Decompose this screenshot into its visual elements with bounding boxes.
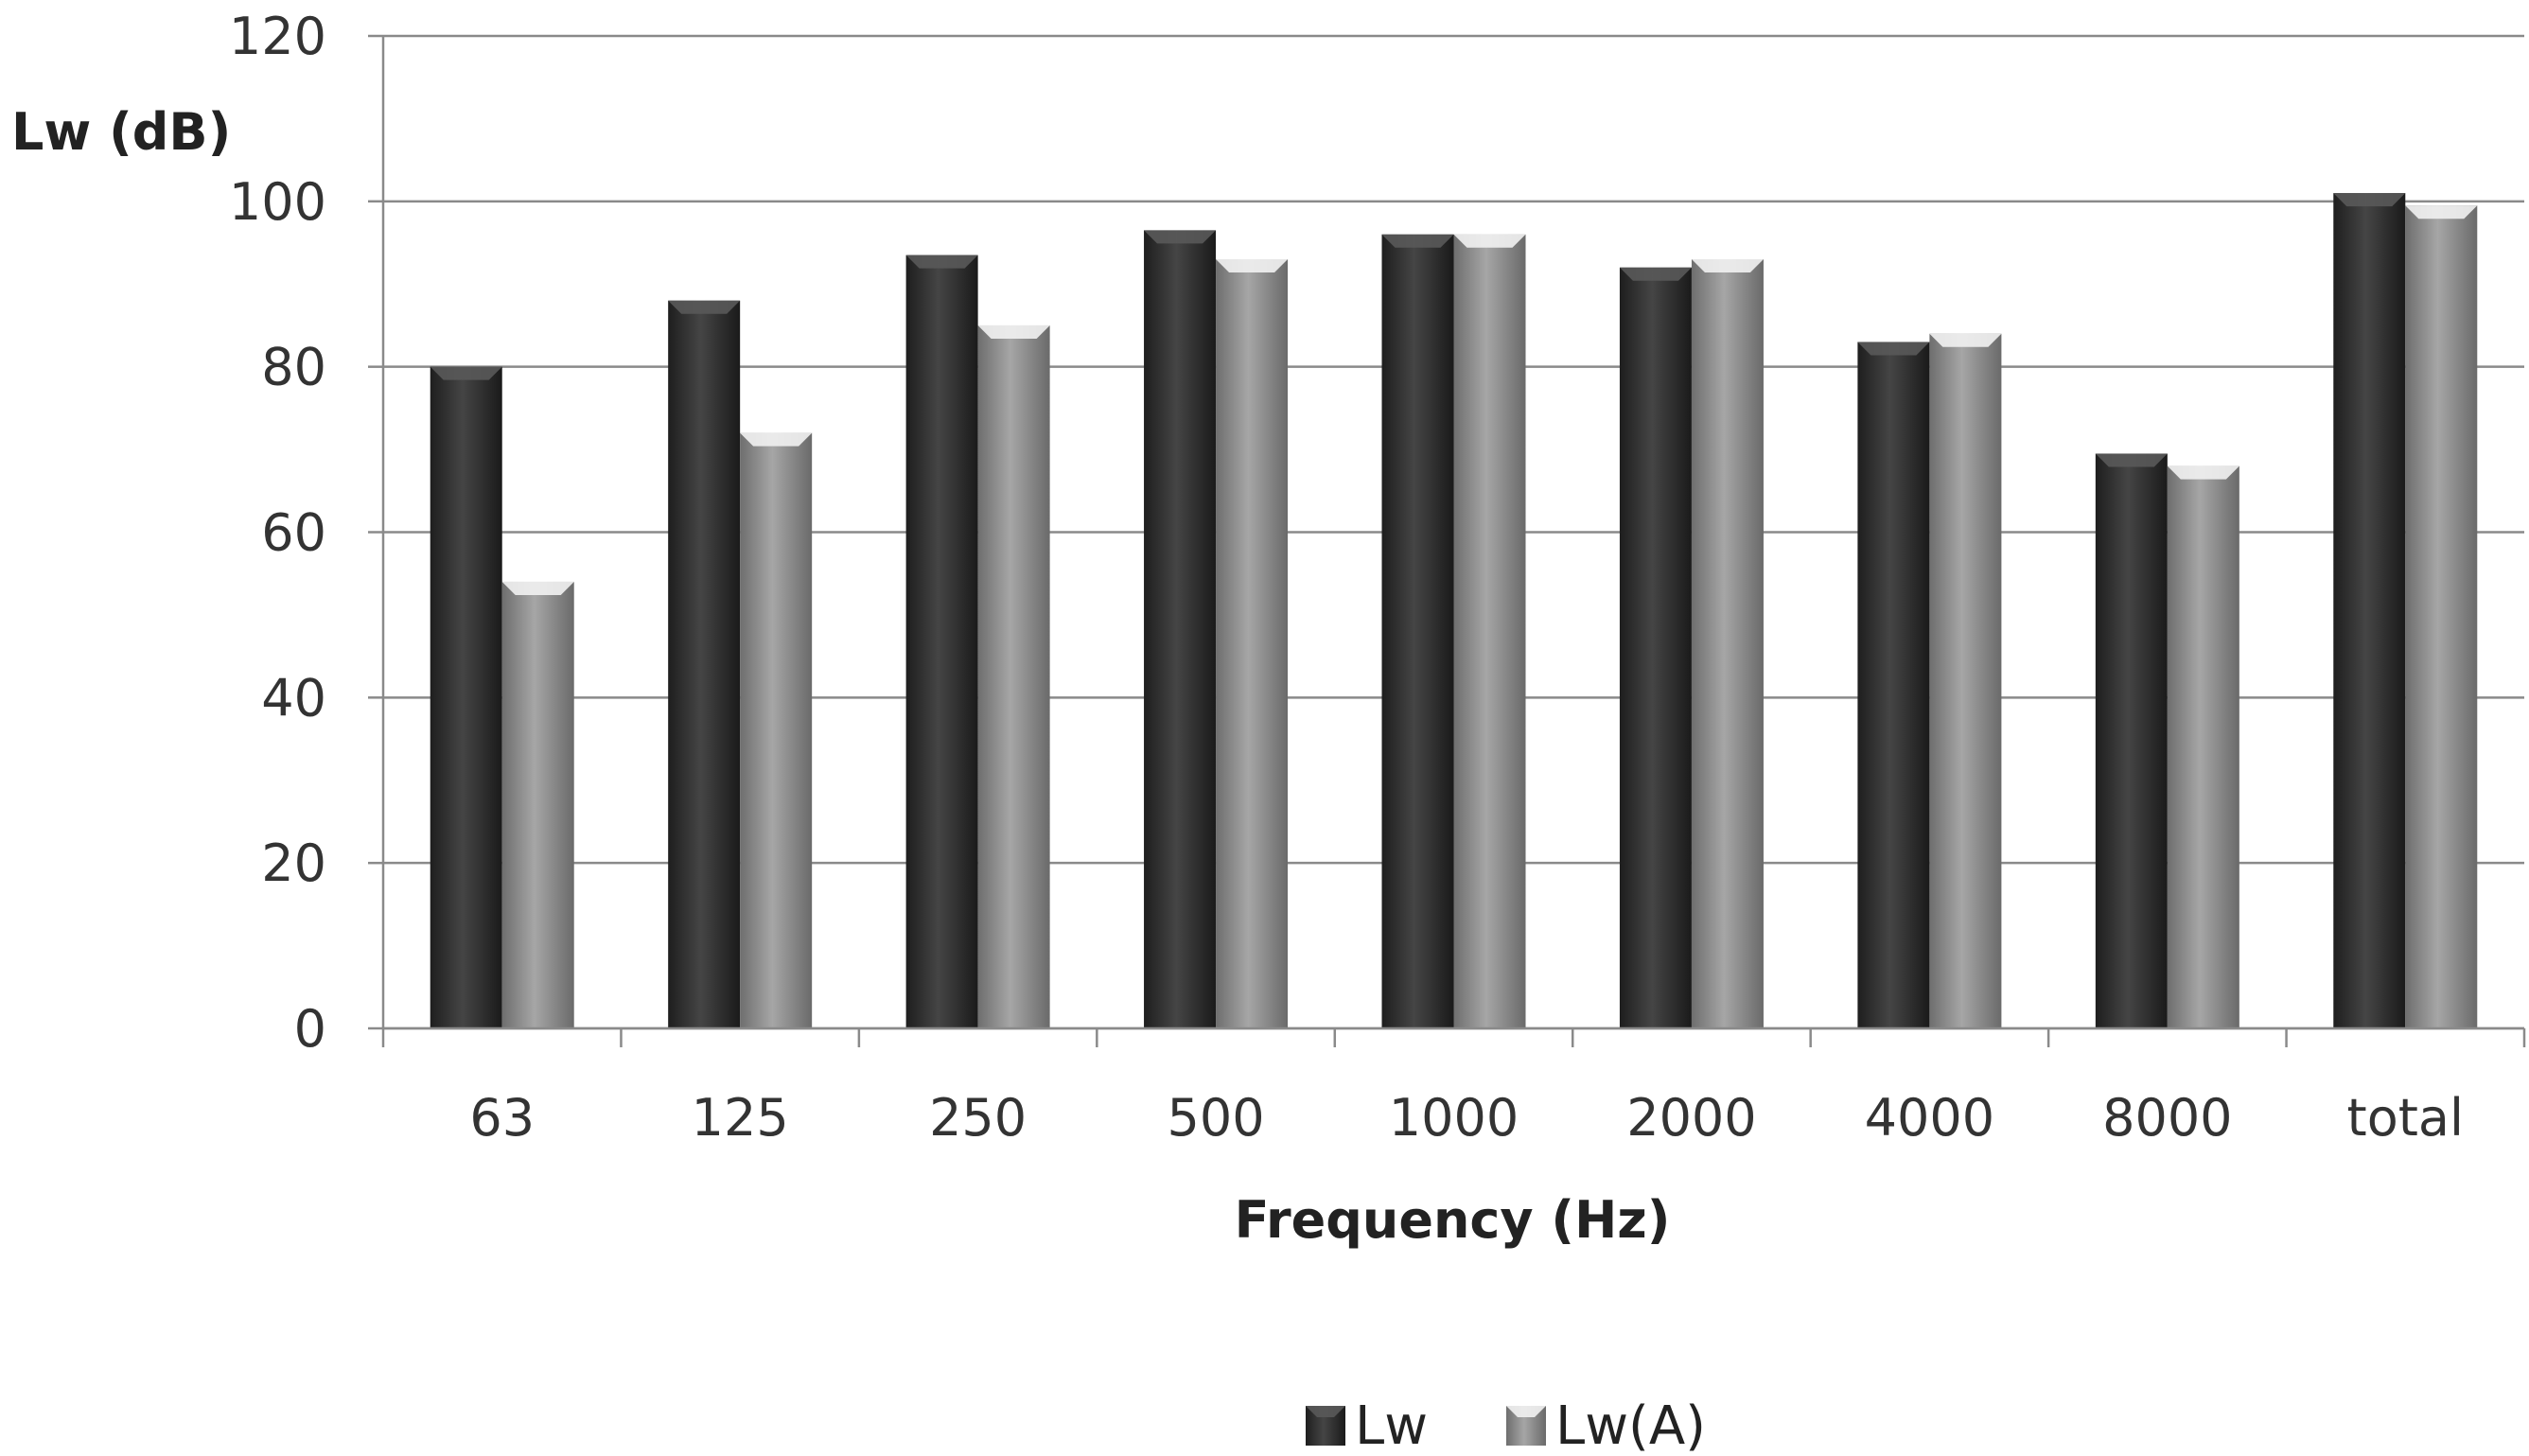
bar-lw-a — [1691, 259, 1764, 1028]
bar-lw — [430, 366, 502, 1029]
bar-cap — [2167, 465, 2239, 480]
bar-cap — [1857, 342, 1930, 356]
bar-lw-a — [2405, 205, 2478, 1028]
x-axis-title: Frequency (Hz) — [1235, 1190, 1671, 1250]
bar-cap — [501, 581, 574, 595]
y-tick-label: 20 — [261, 833, 326, 893]
bar-lw — [2333, 193, 2406, 1028]
labels: 0 20 40 60 80 100 120 63 125 250 500 1000 2000 4000 80… — [229, 7, 2464, 1148]
x-tick-label: 2000 — [1626, 1088, 1756, 1148]
x-tick-label: 125 — [692, 1088, 789, 1148]
bar-cap — [740, 432, 813, 447]
bar-lw — [905, 254, 978, 1028]
y-tick-label: 0 — [294, 999, 326, 1059]
y-axis-title: Lw (dB) — [11, 102, 231, 162]
bar-lw — [1144, 230, 1217, 1028]
bars — [430, 193, 2478, 1029]
x-tick-label: 1000 — [1389, 1088, 1519, 1148]
x-tick-label: 8000 — [2102, 1088, 2232, 1148]
legend: Lw Lw(A) — [1306, 1395, 1706, 1456]
legend-swatch-cap — [1506, 1406, 1546, 1417]
legend-label: Lw(A) — [1555, 1395, 1706, 1456]
bar-cap — [1216, 259, 1289, 273]
y-tick-label: 60 — [261, 503, 326, 563]
y-tick-label: 80 — [261, 338, 326, 397]
bar-lw-a — [977, 325, 1050, 1028]
bar-lw — [1381, 234, 1454, 1029]
bar-lw — [2095, 453, 2168, 1028]
x-tick-label: 4000 — [1865, 1088, 1994, 1148]
y-tick-label: 100 — [229, 172, 326, 232]
y-tick-label: 120 — [229, 7, 326, 66]
x-tick-label: 500 — [1168, 1088, 1265, 1148]
x-tick-label: 250 — [929, 1088, 1027, 1148]
bar-lw-a — [1453, 234, 1526, 1029]
bar-cap — [1381, 234, 1454, 248]
bar-cap — [1691, 259, 1764, 273]
bar-cap — [905, 254, 978, 269]
bar-cap — [2333, 193, 2406, 207]
bar-lw — [1619, 267, 1692, 1028]
bar-cap — [430, 366, 502, 380]
y-tick-label: 40 — [261, 668, 326, 728]
bar-lw-a — [1216, 259, 1289, 1028]
legend-label: Lw — [1355, 1395, 1428, 1456]
legend-swatch-cap — [1306, 1406, 1345, 1417]
bar-cap — [1144, 230, 1217, 244]
bar-lw-a — [2167, 465, 2239, 1029]
bar-lw-a — [1929, 333, 2002, 1028]
bar-cap — [1929, 333, 2002, 347]
bar-cap — [668, 300, 741, 314]
x-tick-label: total — [2347, 1088, 2464, 1148]
x-tick-label: 63 — [469, 1088, 535, 1148]
bar-cap — [2095, 453, 2168, 467]
bar-cap — [1453, 234, 1526, 248]
bar-cap — [1619, 267, 1692, 281]
bar-lw — [1857, 342, 1930, 1029]
bar-lw-a — [740, 432, 813, 1029]
bar-lw — [668, 300, 741, 1028]
bar-lw-a — [501, 581, 574, 1028]
axes — [368, 34, 2526, 1047]
bar-cap — [2405, 205, 2478, 219]
bar-cap — [977, 325, 1050, 339]
